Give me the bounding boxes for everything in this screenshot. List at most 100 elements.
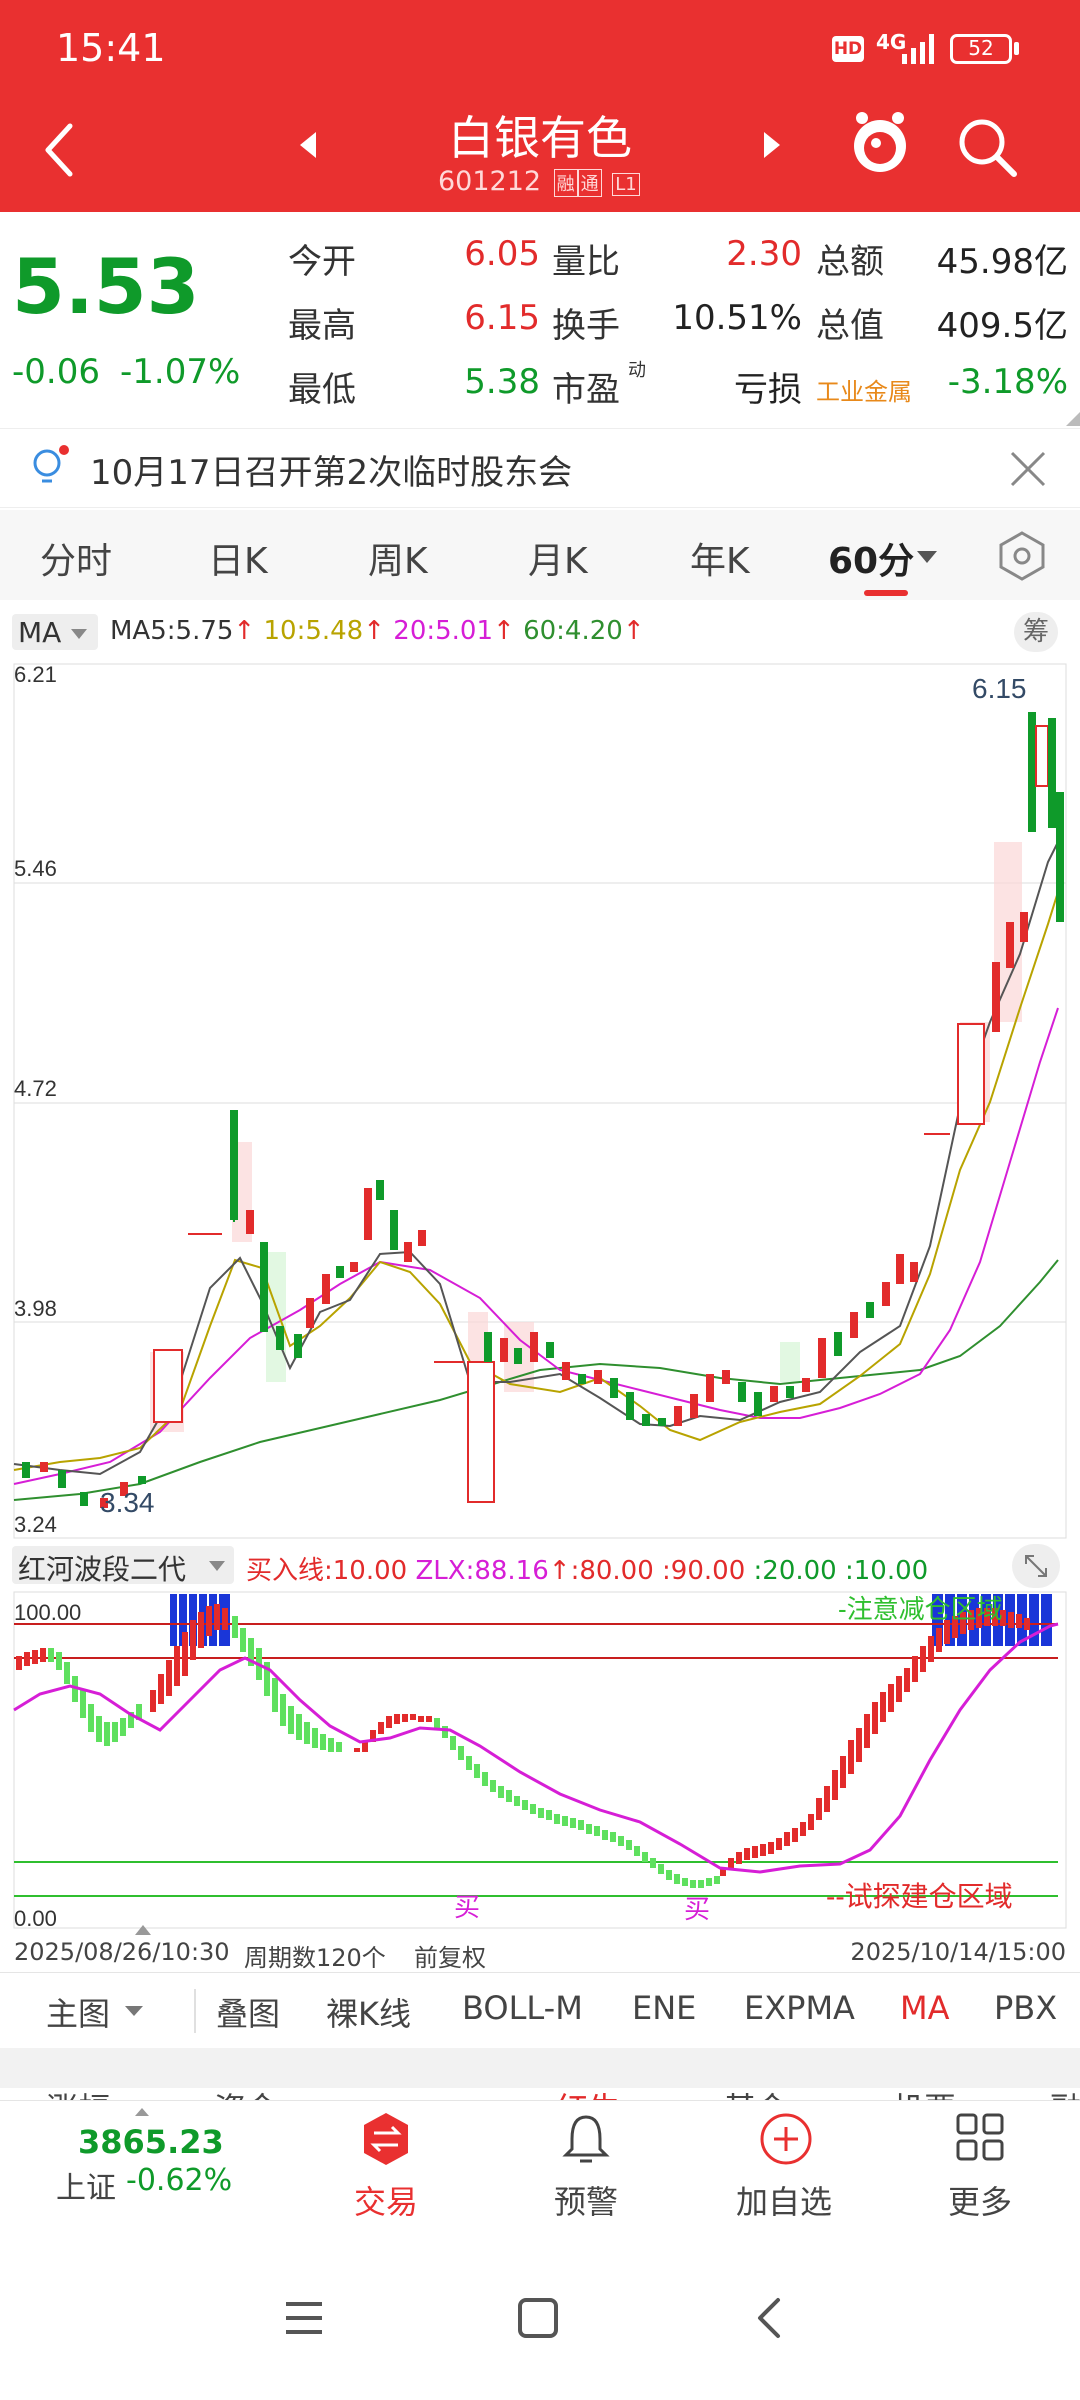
tab-dropdown-icon[interactable] (916, 550, 938, 564)
candle (260, 1242, 268, 1332)
ma-selector[interactable]: MA (12, 614, 98, 650)
candle (484, 1332, 492, 1362)
main-dropdown-icon[interactable] (124, 2005, 144, 2017)
tab-daily[interactable]: 日K (208, 541, 268, 582)
wave-bars (16, 1604, 1030, 1888)
candle (1028, 712, 1036, 832)
back-nav-icon[interactable] (754, 2296, 784, 2340)
battery-icon: 52 (950, 34, 1012, 64)
battery-tip (1014, 42, 1019, 55)
candle (626, 1392, 634, 1420)
indicator-ma[interactable]: MA (900, 1989, 950, 2027)
chip-distribution-button[interactable]: 筹 (1014, 612, 1058, 652)
indicator-boll-m[interactable]: BOLL-M (462, 1989, 583, 2027)
indicator-bare-k[interactable]: 裸K线 (326, 1995, 411, 2033)
candle (818, 1338, 826, 1378)
indicator-selector[interactable]: 红河波段二代 (12, 1546, 234, 1586)
candle (376, 1180, 384, 1200)
candle (390, 1210, 398, 1250)
indicator-bar: 主图 叠图 裸K线 BOLL-M ENE EXPMA MA PBX (0, 1972, 1080, 2048)
cut-tab-5[interactable]: 机要 (892, 2088, 956, 2100)
section-gap: 涨幅 资金 红牛 基金 机要 融 (0, 2048, 1080, 2100)
close-icon[interactable] (1008, 449, 1048, 489)
nav-more-label: 更多 (947, 2183, 1012, 2221)
indicator-chart[interactable]: 100.00 0.00 -注意减仓区域 --试探建仓区域 买 买 (0, 1590, 1080, 1930)
ma60-value: 60:4.20 (523, 616, 623, 646)
cut-tab-6[interactable]: 融 (1050, 2088, 1080, 2100)
nav-trade[interactable]: 交易 (286, 2101, 486, 2231)
tab-weekly[interactable]: 周K (368, 541, 428, 582)
menu-icon[interactable] (282, 2298, 326, 2338)
indicator-overlay[interactable]: 叠图 (216, 1995, 281, 2033)
candle (674, 1406, 682, 1426)
bottom-nav: 3865.23 上证 -0.62% 交易 预警 加自选 (0, 2100, 1080, 2230)
ma10-arrow: ↑ (363, 616, 386, 646)
cut-tab-1[interactable]: 涨幅 (46, 2088, 110, 2100)
next-stock-icon[interactable] (760, 130, 784, 160)
zlx-arrow: ↑ (548, 1556, 571, 1586)
adjust-mode[interactable]: 前复权 (414, 1944, 486, 1972)
candle (514, 1348, 522, 1364)
cut-tab-2[interactable]: 资金 (214, 2088, 278, 2100)
turnover-rate-label: 换手 (552, 306, 620, 346)
candle (802, 1378, 810, 1392)
ma60-line (13, 1259, 1059, 1501)
turnover-amount-label: 总额 (816, 242, 884, 282)
ma20-value: 20:5.01 (393, 616, 494, 646)
nav-more[interactable]: 更多 (880, 2101, 1080, 2231)
ma20-arrow: ↑ (493, 616, 515, 646)
tab-yearly[interactable]: 年K (690, 541, 750, 582)
turnover-rate-value: 10.51% (672, 298, 802, 338)
indicator-expma[interactable]: EXPMA (744, 1989, 855, 2027)
candle (1035, 725, 1049, 787)
nav-alert[interactable]: 预警 (486, 2101, 686, 2231)
mascot-icon[interactable] (848, 110, 912, 182)
nav-trade-label: 交易 (353, 2183, 418, 2221)
cut-tab-3[interactable]: 红牛 (556, 2088, 620, 2100)
home-icon[interactable] (516, 2296, 560, 2340)
system-nav (0, 2230, 1080, 2400)
candle (896, 1254, 904, 1284)
sector-name[interactable]: 工业金属 (816, 378, 912, 406)
candle (578, 1374, 586, 1384)
price-change: -0.06 (12, 352, 100, 392)
hd-icon: HD (832, 36, 864, 62)
signal-icon (902, 34, 934, 64)
trade-icon (364, 2113, 408, 2165)
tab-monthly[interactable]: 月K (528, 541, 588, 582)
expand-button[interactable] (1012, 1544, 1060, 1588)
prev-stock-icon[interactable] (296, 130, 320, 160)
index-value: 3865.23 (78, 2123, 224, 2161)
candle (80, 1492, 88, 1506)
network-label: 4G (876, 30, 907, 54)
indicator-pbx[interactable]: PBX (994, 1989, 1058, 2027)
ma5-arrow: ↑ (233, 616, 256, 646)
tab-intraday[interactable]: 分时 (40, 541, 113, 582)
candle (722, 1370, 730, 1384)
nav-add-watchlist[interactable]: 加自选 (684, 2101, 884, 2231)
pe-sup: 动 (628, 360, 646, 381)
search-icon[interactable] (954, 114, 1022, 182)
index-ticker[interactable]: 3865.23 上证 -0.62% (40, 2107, 250, 2227)
cut-tab-4[interactable]: 基金 (724, 2088, 788, 2100)
stock-code-line: 601212 融通 L1 (438, 166, 640, 200)
period-count: 周期数120个 (244, 1944, 386, 1972)
chart-area[interactable]: MA MA5:5.75↑ 10:5.48↑ 20:5.01↑ 60:4.20↑ … (0, 600, 1080, 1972)
high-label: 最高 (288, 306, 356, 346)
notice-bar[interactable]: 10月17日召开第2次临时股东会 (0, 428, 1080, 508)
back-icon[interactable] (40, 120, 80, 180)
period-tabs: 分时 日K 周K 月K 年K 60分 (0, 510, 1080, 600)
settings-hex-icon[interactable] (996, 530, 1048, 582)
candle (230, 1110, 238, 1220)
candle (562, 1362, 570, 1380)
tab-60min[interactable]: 60分 (828, 541, 915, 582)
nav-add-label: 加自选 (735, 2183, 832, 2221)
indicator-ene[interactable]: ENE (632, 1989, 697, 2027)
scroll-up-icon[interactable] (134, 1924, 152, 1936)
index-name: 上证 (56, 2171, 116, 2206)
candle (834, 1332, 842, 1356)
ma-selector-label: MA (18, 616, 62, 649)
volume-ratio-label: 量比 (552, 242, 620, 282)
kline-chart[interactable]: 6.21 5.46 4.72 3.98 3.24 (0, 662, 1080, 1542)
indicator-main[interactable]: 主图 (46, 1995, 111, 2033)
